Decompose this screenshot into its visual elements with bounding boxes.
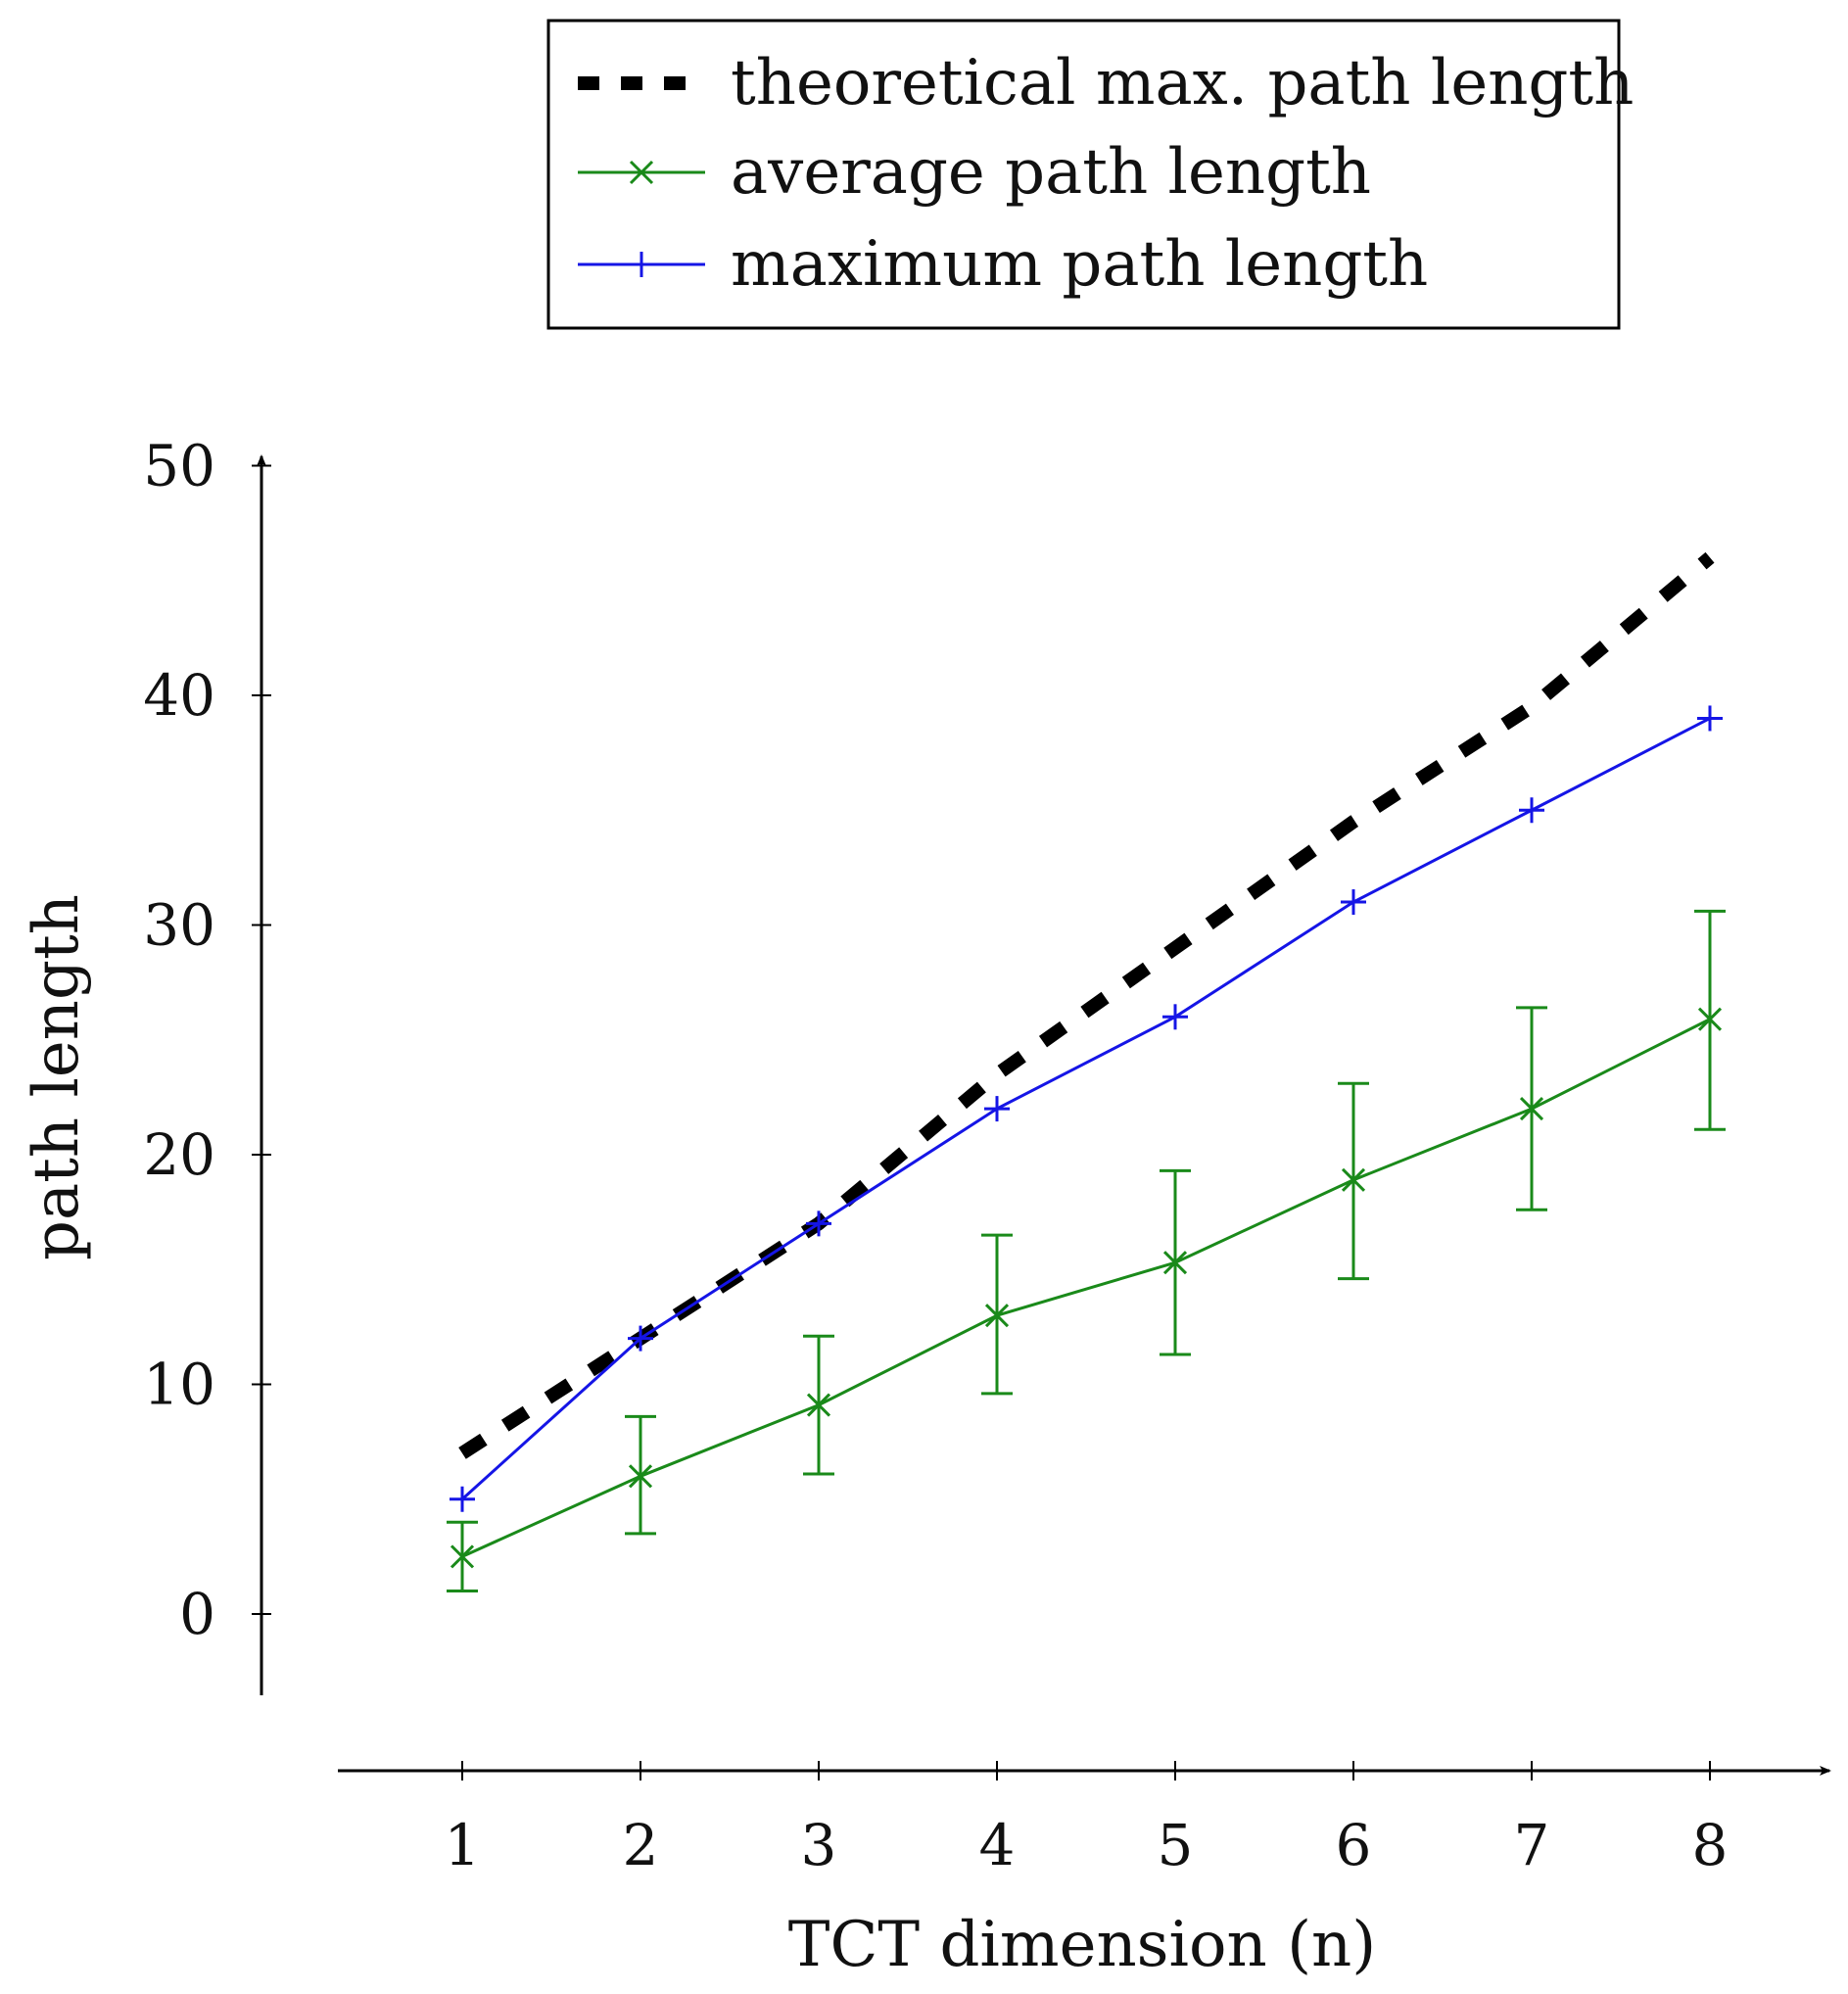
maximum-point bbox=[1162, 1004, 1188, 1030]
legend-box bbox=[546, 19, 1621, 330]
series-line-theoretical bbox=[458, 551, 1715, 1459]
x-tick-label: 1 bbox=[445, 1812, 481, 1878]
series-line-maximum bbox=[460, 717, 1711, 1500]
series-layer bbox=[447, 551, 1726, 1593]
y-tick-label: 20 bbox=[143, 1121, 215, 1188]
x-tick-label: 5 bbox=[1158, 1812, 1194, 1878]
average-point bbox=[628, 1464, 653, 1489]
legend-label-average: average path length bbox=[731, 136, 1371, 209]
maximum-point bbox=[1697, 705, 1723, 732]
average-point bbox=[1341, 1167, 1366, 1192]
maximum-point bbox=[984, 1096, 1010, 1122]
y-ticks: 0 10 20 30 40 50 bbox=[143, 433, 271, 1647]
y-tick-label: 40 bbox=[143, 662, 215, 729]
average-point bbox=[1519, 1097, 1544, 1121]
y-axis-title: path length bbox=[21, 894, 93, 1260]
x-tick-label: 2 bbox=[623, 1812, 659, 1878]
maximum-point bbox=[450, 1486, 475, 1512]
x-ticks: 1 2 3 4 5 6 7 8 bbox=[445, 1761, 1729, 1878]
x-tick-label: 3 bbox=[801, 1812, 837, 1878]
y-tick-label: 0 bbox=[179, 1581, 215, 1647]
y-tick-label: 30 bbox=[143, 892, 215, 959]
x-tick-label: 8 bbox=[1692, 1812, 1729, 1878]
legend: theoretical max. path length average pat… bbox=[546, 19, 1634, 330]
x-tick-label: 6 bbox=[1336, 1812, 1372, 1878]
y-tick-label: 10 bbox=[143, 1352, 215, 1418]
legend-label-maximum: maximum path length bbox=[731, 228, 1428, 301]
maximum-point bbox=[1519, 797, 1544, 824]
maximum-point bbox=[1341, 889, 1366, 916]
average-point bbox=[984, 1304, 1010, 1328]
maximum-point bbox=[628, 1325, 653, 1352]
average-point bbox=[450, 1544, 475, 1569]
legend-marker-plus bbox=[629, 252, 654, 277]
average-point bbox=[1162, 1251, 1188, 1275]
x-tick-label: 4 bbox=[979, 1812, 1016, 1878]
legend-label-theoretical: theoretical max. path length bbox=[731, 47, 1634, 119]
x-axis-title: TCT dimension (n) bbox=[788, 1909, 1376, 1981]
average-point bbox=[806, 1393, 831, 1417]
x-tick-label: 7 bbox=[1514, 1812, 1550, 1878]
legend-marker-x bbox=[629, 160, 654, 185]
average-point bbox=[1697, 1007, 1723, 1031]
maximum-point bbox=[806, 1211, 831, 1237]
series-line-average bbox=[461, 1018, 1711, 1558]
y-tick-label: 50 bbox=[143, 433, 215, 499]
